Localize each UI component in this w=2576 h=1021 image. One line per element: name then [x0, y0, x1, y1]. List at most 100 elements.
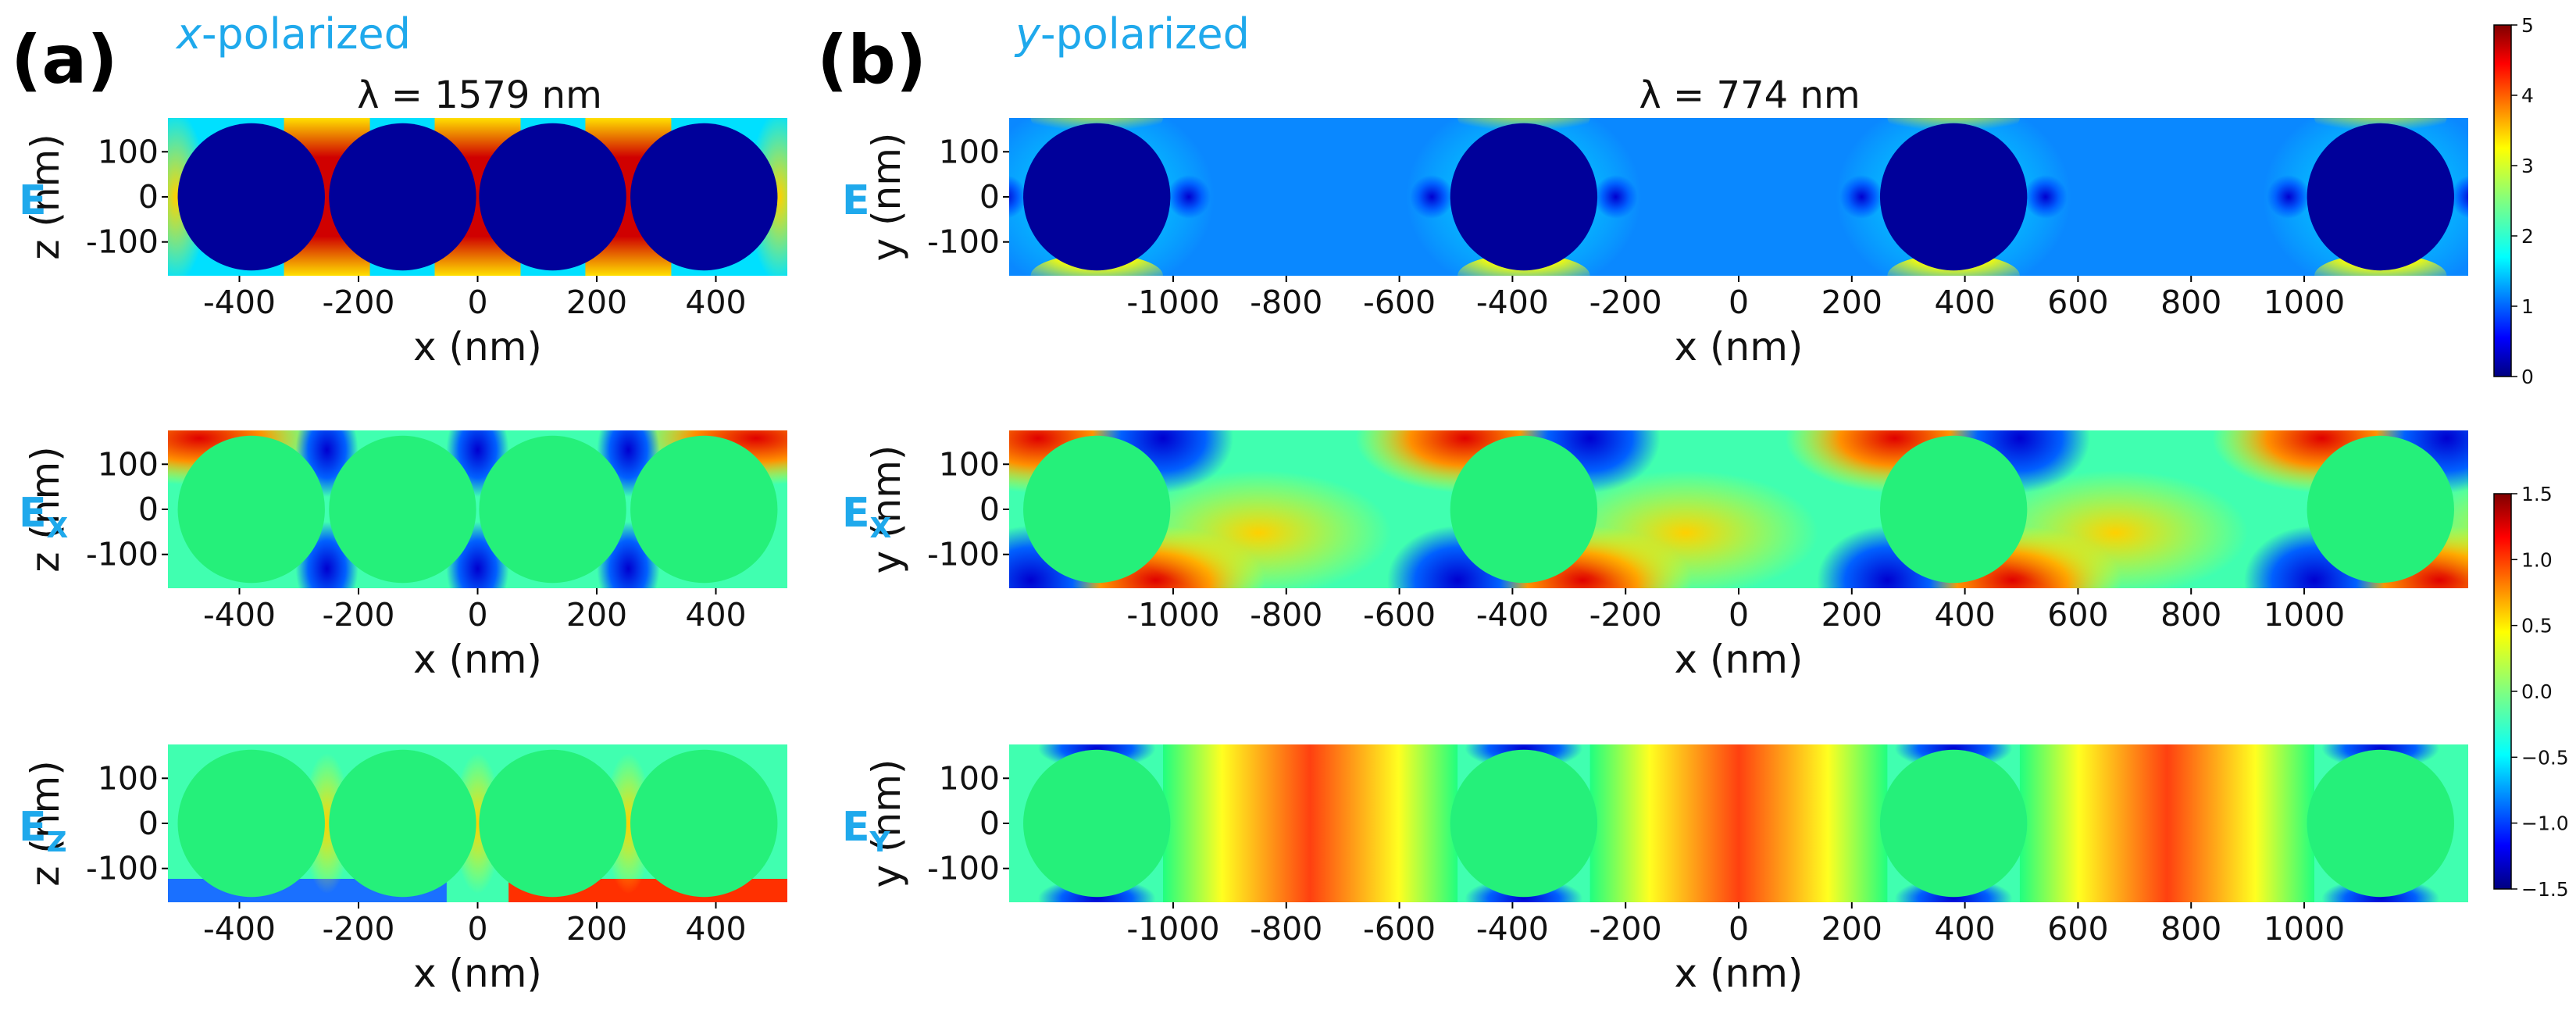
sphere-4: [2307, 749, 2454, 898]
x-tick-label: 400: [1934, 596, 1995, 634]
colorbar-tick-label: 0.5: [2521, 615, 2553, 637]
panel-a-polarization: x-polarized: [175, 9, 411, 59]
sphere-2: [329, 435, 476, 584]
row-label-e: E: [842, 177, 870, 224]
x-tick-label: 0: [1729, 284, 1749, 321]
x-tick-label: 400: [685, 910, 746, 948]
x-tick-label: 0: [467, 910, 487, 948]
y-axis-label: z (nm): [23, 446, 68, 573]
heatmap-a-ex: -400 -200 0 200 400 -100 0 100 x (nm) z (nm)EX: [19, 430, 787, 682]
field-band: [2019, 744, 2315, 902]
y-tick-label: 0: [138, 491, 159, 528]
y-tick-label: -100: [927, 850, 1000, 887]
x-tick-label: -200: [1589, 910, 1662, 948]
sphere-4: [2307, 123, 2454, 271]
x-tick-label: 200: [1821, 910, 1882, 948]
y-tick-label: 0: [979, 178, 1000, 216]
y-tick-label: -100: [86, 223, 159, 261]
y-tick-label: 100: [939, 445, 1000, 483]
sphere-1: [177, 435, 325, 584]
y-tick-label: 100: [939, 759, 1000, 797]
x-tick-label: -1000: [1126, 596, 1219, 634]
colorbar-magnitude: 0 1 2 3 4 5: [2493, 14, 2534, 388]
x-tick-label: 800: [2160, 284, 2221, 321]
heatmap-b-ey: -1000 -800 -600 -400 -200 0 200 400 600 800 1000-1…: [842, 744, 2468, 996]
x-tick-label: 1000: [2264, 284, 2345, 321]
sphere-1: [1023, 435, 1171, 584]
y-axis-label: z (nm): [23, 134, 68, 260]
row-label-e: E: [19, 177, 47, 224]
colorbar-tick-label: 4: [2521, 84, 2534, 107]
heatmap-b-ex: -1000 -800 -600 -400 -200 0 200 400 600 800 1000-1…: [842, 430, 2468, 682]
colorbar-signed: −1.5 −1.0 −0.5 0.0 0.5 1.0 1.5: [2493, 483, 2569, 901]
colorbar-tick-label: −0.5: [2521, 746, 2569, 769]
x-axis-label: x (nm): [1675, 951, 1804, 996]
x-tick-label: -400: [1476, 596, 1549, 634]
x-tick-label: -200: [322, 910, 394, 948]
x-tick-label: -200: [1589, 284, 1662, 321]
sphere-4: [630, 749, 778, 898]
y-axis-label: z (nm): [23, 760, 68, 887]
x-tick-label: 600: [2047, 596, 2108, 634]
x-tick-label: 1000: [2264, 910, 2345, 948]
x-tick-label: 600: [2047, 910, 2108, 948]
x-tick-label: -200: [322, 284, 394, 321]
sphere-3: [479, 749, 626, 898]
panel-a-label: (a): [11, 21, 118, 99]
colorbar-tick-label: −1.0: [2521, 812, 2569, 835]
x-tick-label: 0: [1729, 910, 1749, 948]
heatmap-b-e: -1000 -800 -600 -400 -200 0 200 400 600 800 1000-1…: [842, 118, 2468, 369]
x-tick-label: 200: [566, 910, 627, 948]
panel-a-wavelength: λ = 1579 nm: [357, 73, 602, 117]
sphere-1: [177, 749, 325, 898]
x-tick-label: 1000: [2264, 596, 2345, 634]
field-lobe: [1126, 470, 1392, 588]
x-tick-label: 400: [685, 596, 746, 634]
x-tick-label: -600: [1363, 910, 1436, 948]
x-axis-label: x (nm): [413, 951, 542, 996]
y-tick-label: -100: [86, 536, 159, 573]
field-background: [1009, 118, 2468, 276]
colorbar-tick-label: −1.5: [2521, 878, 2569, 901]
sphere-3: [1879, 749, 2028, 898]
sphere-1: [1023, 749, 1171, 898]
sphere-1: [177, 123, 325, 271]
sphere-1: [1023, 123, 1171, 271]
sphere-4: [630, 123, 778, 271]
y-tick-label: 100: [939, 133, 1000, 170]
x-tick-label: -1000: [1126, 284, 1219, 321]
colorbar-tick-label: 5: [2521, 14, 2534, 37]
x-tick-label: 400: [1934, 910, 1995, 948]
row-label-ex: EX: [19, 490, 69, 544]
x-axis-label: x (nm): [413, 637, 542, 682]
colorbar-tick-label: 0: [2521, 366, 2534, 388]
y-tick-label: 100: [98, 759, 159, 797]
y-tick-label: 0: [979, 805, 1000, 842]
sphere-4: [2307, 435, 2454, 584]
field-band: [1162, 744, 1458, 902]
field-node: [1166, 175, 1211, 219]
y-axis-label: y (nm): [864, 445, 909, 574]
row-label-ez: EZ: [19, 804, 67, 859]
y-axis-label: y (nm): [864, 759, 909, 888]
y-tick-label: -100: [927, 223, 1000, 261]
y-tick-label: 0: [138, 805, 159, 842]
row-label-ex: EX: [842, 490, 892, 544]
colorbar-magnitude-gradient: [2493, 24, 2512, 377]
x-tick-label: -400: [203, 284, 276, 321]
sphere-2: [1450, 123, 1598, 271]
y-tick-label: 0: [979, 491, 1000, 528]
colorbar-signed-gradient: [2493, 493, 2512, 890]
x-tick-label: 200: [1821, 596, 1882, 634]
y-tick-label: -100: [86, 850, 159, 887]
field-node: [1593, 175, 1638, 219]
field-node: [2023, 175, 2068, 219]
row-label-ey: EY: [842, 804, 891, 859]
x-tick-label: -1000: [1126, 910, 1219, 948]
field-band: [1589, 744, 1888, 902]
sphere-2: [329, 123, 476, 271]
sphere-2: [1450, 435, 1598, 584]
x-tick-label: 800: [2160, 910, 2221, 948]
heatmap-a-e: -400 -200 0 200 400 -100 0 100 x (nm) z (nm)E: [19, 118, 787, 369]
field-node: [2450, 175, 2468, 219]
